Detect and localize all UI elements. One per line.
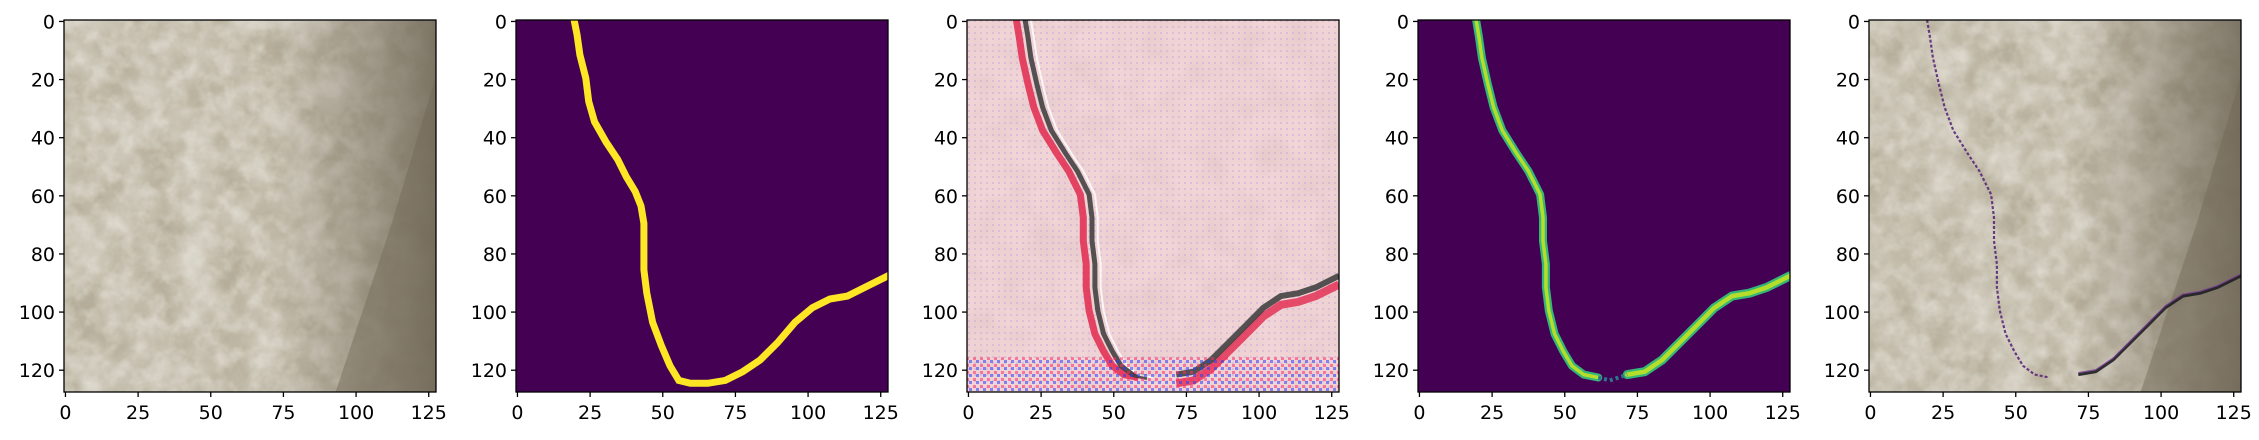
y-tick-label: 0	[1848, 11, 1860, 33]
x-tick-label: 75	[723, 402, 747, 424]
feature-visualization-frame	[966, 19, 1340, 393]
input-image-image	[64, 20, 436, 392]
x-tick-label: 100	[790, 402, 826, 424]
y-tick-label: 20	[1836, 70, 1860, 92]
x-tick-label: 75	[2076, 402, 2100, 424]
x-tick-label: 75	[1625, 402, 1649, 424]
y-tick-label: 120	[922, 360, 958, 382]
y-tick-label: 80	[1836, 244, 1860, 266]
x-tick-label: 125	[411, 402, 447, 424]
x-tick-label: 125	[2216, 402, 2252, 424]
y-tick-label: 60	[31, 186, 55, 208]
x-tick-label: 125	[1314, 402, 1350, 424]
x-tick-label: 25	[126, 402, 150, 424]
x-tick-label: 0	[962, 402, 974, 424]
x-tick-label: 50	[1102, 402, 1126, 424]
x-tick-label: 50	[651, 402, 675, 424]
x-tick-label: 0	[1413, 402, 1425, 424]
y-tick-label: 120	[1373, 360, 1409, 382]
y-tick-label: 80	[483, 244, 507, 266]
y-tick-label: 120	[1824, 360, 1860, 382]
x-tick-label: 50	[2004, 402, 2028, 424]
y-tick-label: 120	[471, 360, 507, 382]
y-tick-label: 0	[495, 11, 507, 33]
panel-input-image: 0 25 50 75 100 125 0 20 40 60 80 100 120	[19, 11, 447, 424]
x-tick-label: 75	[271, 402, 295, 424]
y-tick-label: 20	[483, 70, 507, 92]
y-tick-label: 100	[1373, 302, 1409, 324]
ground-truth-mask-frame	[515, 19, 889, 393]
x-tick-label: 50	[199, 402, 223, 424]
panel-predicted-mask: 0 25 50 75 100 125 0 20 40 60 80 100 120	[1373, 11, 1801, 424]
y-tick-label: 80	[934, 244, 958, 266]
y-tick-label: 80	[31, 244, 55, 266]
overlay-frame	[1868, 19, 2242, 393]
x-tick-label: 100	[1241, 402, 1277, 424]
x-tick-label: 100	[338, 402, 374, 424]
input-image-frame	[63, 19, 437, 393]
x-tick-label: 125	[1765, 402, 1801, 424]
y-tick-label: 80	[1385, 244, 1409, 266]
y-tick-label: 60	[934, 186, 958, 208]
x-tick-label: 0	[59, 402, 71, 424]
feature-visualization-image	[967, 20, 1339, 392]
x-tick-label: 25	[1029, 402, 1053, 424]
panel-feature-visualization: 0 25 50 75 100 125 0 20 40 60 80 100 120	[922, 11, 1350, 424]
y-tick-label: 100	[1824, 302, 1860, 324]
overlay-image	[1869, 20, 2241, 392]
ground-truth-mask-image	[516, 20, 888, 392]
y-tick-label: 40	[1836, 128, 1860, 150]
y-tick-label: 120	[19, 360, 55, 382]
x-tick-label: 125	[863, 402, 899, 424]
y-tick-label: 100	[471, 302, 507, 324]
predicted-mask-image	[1418, 20, 1790, 392]
y-tick-label: 20	[1385, 70, 1409, 92]
panel-ground-truth-mask: 0 25 50 75 100 125 0 20 40 60 80 100 120	[471, 11, 899, 424]
y-tick-label: 100	[922, 302, 958, 324]
y-tick-label: 0	[1397, 11, 1409, 33]
y-tick-label: 60	[1836, 186, 1860, 208]
predicted-mask-frame	[1417, 19, 1791, 393]
y-tick-label: 20	[31, 70, 55, 92]
y-tick-label: 40	[31, 128, 55, 150]
y-tick-label: 100	[19, 302, 55, 324]
y-tick-label: 40	[934, 128, 958, 150]
x-tick-label: 50	[1553, 402, 1577, 424]
x-tick-label: 100	[2143, 402, 2179, 424]
y-tick-label: 0	[43, 11, 55, 33]
x-tick-label: 25	[1480, 402, 1504, 424]
x-tick-label: 0	[1864, 402, 1876, 424]
x-tick-label: 100	[1692, 402, 1728, 424]
x-tick-label: 25	[1931, 402, 1955, 424]
y-tick-label: 40	[483, 128, 507, 150]
x-tick-label: 0	[511, 402, 523, 424]
y-tick-label: 60	[1385, 186, 1409, 208]
y-tick-label: 20	[934, 70, 958, 92]
panel-overlay: 0 25 50 75 100 125 0 20 40 60 80 100 120	[1824, 11, 2252, 424]
y-tick-label: 0	[946, 11, 958, 33]
x-tick-label: 75	[1174, 402, 1198, 424]
x-tick-label: 25	[578, 402, 602, 424]
y-tick-label: 40	[1385, 128, 1409, 150]
y-tick-label: 60	[483, 186, 507, 208]
